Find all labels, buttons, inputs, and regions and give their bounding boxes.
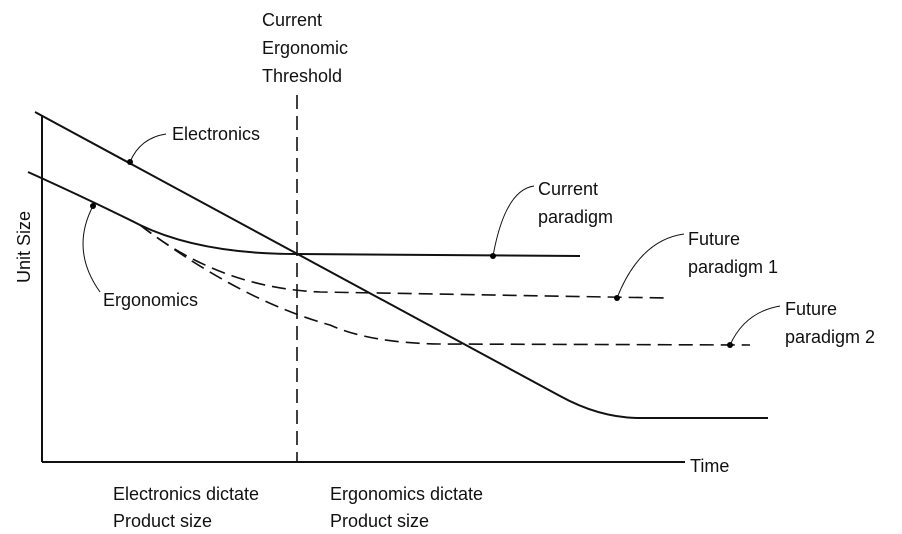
label-line: paradigm bbox=[538, 207, 613, 227]
label-line: Threshold bbox=[262, 66, 342, 86]
label-line: Future bbox=[785, 299, 837, 319]
label-line: Ergonomics dictate bbox=[330, 484, 483, 504]
leader bbox=[616, 233, 685, 299]
current-paradigm-label: Current paradigm bbox=[538, 179, 613, 227]
right-region-label: Ergonomics dictate Product size bbox=[330, 484, 488, 531]
label-line: paradigm 2 bbox=[785, 327, 875, 347]
leader bbox=[729, 305, 781, 346]
label-line: paradigm 1 bbox=[688, 257, 778, 277]
leader bbox=[129, 133, 167, 163]
label-line: Product size bbox=[330, 511, 429, 531]
label-line: Electronics dictate bbox=[113, 484, 259, 504]
y-axis-label: Unit Size bbox=[14, 211, 34, 283]
leader bbox=[492, 185, 535, 257]
label-line: Product size bbox=[113, 511, 212, 531]
future-paradigm-2-curve bbox=[139, 224, 751, 346]
ergonomics-label: Ergonomics bbox=[103, 290, 198, 310]
future-paradigm-1-label: Future paradigm 1 bbox=[688, 229, 778, 277]
future-paradigm-2-label: Future paradigm 2 bbox=[785, 299, 875, 347]
leader bbox=[82, 205, 101, 293]
future-paradigm-1-curve bbox=[139, 224, 666, 299]
label-line: Ergonomic bbox=[262, 38, 348, 58]
threshold-label: Current Ergonomic Threshold bbox=[262, 10, 353, 86]
current-paradigm-curve bbox=[27, 171, 581, 257]
electronics-label: Electronics bbox=[172, 124, 260, 144]
label-line: Future bbox=[688, 229, 740, 249]
x-axis-label: Time bbox=[690, 456, 729, 476]
label-line: Current bbox=[538, 179, 598, 199]
label-line: Current bbox=[262, 10, 322, 30]
left-region-label: Electronics dictate Product size bbox=[113, 484, 264, 531]
electronics-curve bbox=[34, 111, 768, 419]
